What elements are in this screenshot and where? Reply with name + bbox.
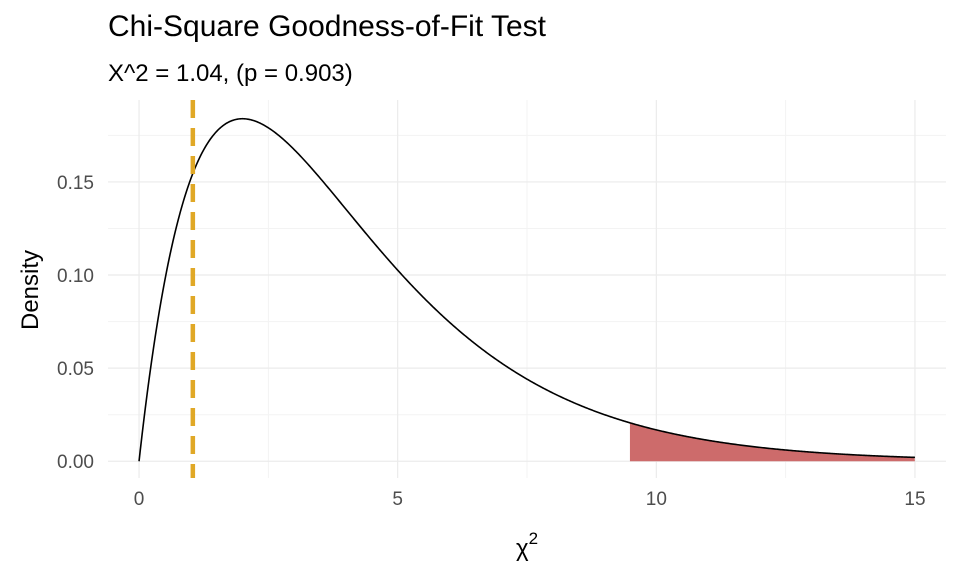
x-tick-label: 0 [134, 489, 145, 510]
tick-labels: 0 5 10 15 0.00 0.05 0.10 0.15 [57, 173, 926, 510]
x-axis-title: χ2 [516, 529, 538, 562]
y-axis-title: Density [17, 250, 44, 330]
x-axis-title-superscript: 2 [529, 529, 538, 548]
chart-subtitle: X^2 = 1.04, (p = 0.903) [108, 60, 353, 87]
x-tick-label: 10 [646, 489, 667, 510]
density-curve-layer [138, 117, 915, 462]
grid [108, 100, 946, 478]
y-tick-label: 0.10 [57, 266, 94, 287]
critical-region-area [629, 422, 915, 462]
x-tick-label: 15 [904, 489, 925, 510]
critical-region-layer [629, 422, 915, 462]
x-tick-label: 5 [392, 489, 403, 510]
y-tick-label: 0.15 [57, 173, 94, 194]
y-tick-label: 0.05 [57, 359, 94, 380]
chart-title: Chi-Square Goodness-of-Fit Test [108, 10, 546, 43]
x-axis-title-symbol: χ [516, 535, 529, 562]
y-tick-label: 0.00 [57, 452, 94, 473]
density-curve [138, 117, 915, 462]
